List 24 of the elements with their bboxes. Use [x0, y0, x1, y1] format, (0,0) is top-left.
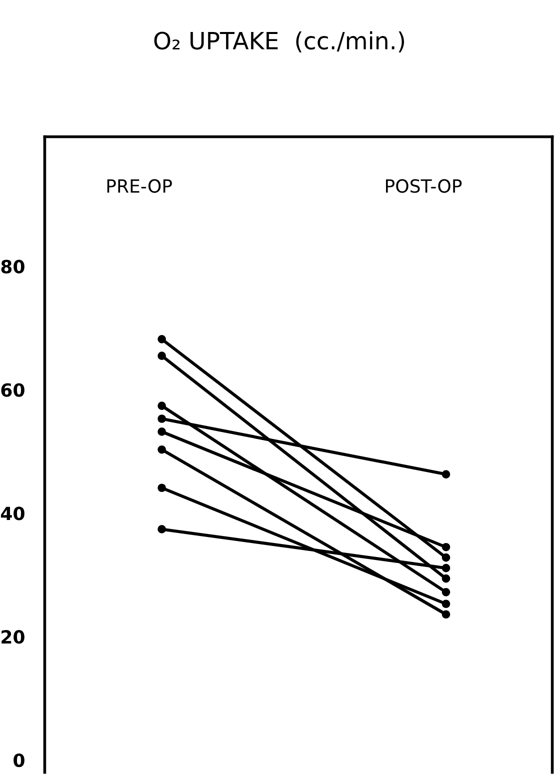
point: [158, 445, 166, 454]
point: [158, 352, 166, 360]
point: [158, 402, 166, 410]
point: [442, 553, 450, 562]
y-tick-label: 40: [0, 506, 24, 520]
y-tick-label: 80: [1, 260, 24, 274]
y-tick-label: 0: [14, 753, 24, 768]
point: [158, 525, 166, 534]
point: [442, 470, 450, 478]
point: [158, 414, 166, 423]
point: [442, 600, 450, 608]
y-tick-label: 60: [1, 383, 24, 397]
point: [158, 334, 166, 344]
x-tick-label: PRE-OP: [107, 179, 172, 193]
point: [158, 428, 166, 436]
x-tick-label: POST-OP: [386, 179, 462, 193]
point: [442, 610, 450, 619]
y-tick-label: 20: [2, 630, 24, 644]
point: [442, 588, 450, 596]
point: [442, 574, 450, 583]
chart-title: O₂ UPTAKE (cc./min.): [154, 31, 404, 52]
point: [442, 542, 450, 552]
point: [442, 564, 450, 572]
point: [158, 484, 166, 492]
